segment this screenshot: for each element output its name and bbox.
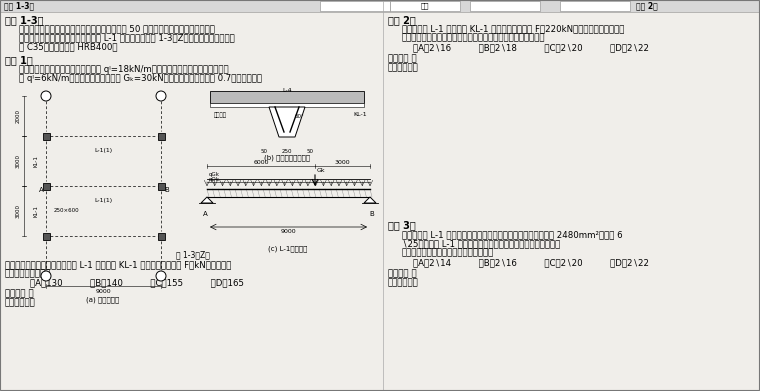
Bar (210, 103, 364, 107)
Text: L-1(1): L-1(1) (94, 198, 112, 203)
Bar (43, 233, 49, 240)
Bar (390, 1, 460, 11)
Text: 假定，次梁 L-1 传给主梁 KL-1 的集中荷载设计値 F＝220kN，且该集中荷载全部由: 假定，次梁 L-1 传给主梁 KL-1 的集中荷载设计値 F＝220kN，且该集… (402, 24, 625, 33)
Polygon shape (269, 107, 305, 137)
Text: （A）2∖14          （B）2∖16          （C）2∖20          （D）2∖22: （A）2∖14 （B）2∖16 （C）2∖20 （D）2∖22 (402, 258, 649, 267)
Text: 答案：（ ）: 答案：（ ） (5, 289, 33, 298)
Text: 50: 50 (306, 149, 313, 154)
Text: 主要解答过程: 主要解答过程 (388, 63, 419, 72)
Text: 3000: 3000 (334, 160, 350, 165)
Text: 图 1-3（Z）: 图 1-3（Z） (176, 250, 210, 259)
Circle shape (156, 271, 166, 281)
Text: 假定，次梁上的永久均布荷载标准値 qᵎ=18kN/m（包括自重），可变均布荷载标准: 假定，次梁上的永久均布荷载标准値 qᵎ=18kN/m（包括自重），可变均布荷载标… (19, 65, 229, 74)
Circle shape (41, 91, 51, 101)
Text: ∖25。试问， L-1 支座上部的纵向钉筋，至少应采用哪项配置？: ∖25。试问， L-1 支座上部的纵向钉筋，至少应采用哪项配置？ (402, 239, 560, 248)
Text: qQk: qQk (209, 177, 220, 182)
Text: 9000: 9000 (95, 289, 111, 294)
Text: 【题 1-3】: 【题 1-3】 (4, 2, 34, 11)
Text: 何项数値最为接近？: 何项数値最为接近？ (5, 269, 51, 278)
Bar (157, 133, 164, 140)
Text: 部平面图、主次梁节点示意图和次梁 L-1 的计算简图如图 1-3（Z）所示，混凝土强度等: 部平面图、主次梁节点示意图和次梁 L-1 的计算简图如图 1-3（Z）所示，混凝… (19, 33, 235, 42)
Bar (157, 183, 164, 190)
Text: 50: 50 (261, 149, 268, 154)
Text: 对应: 对应 (421, 3, 429, 9)
Text: 考虑楼面活载折减系数时，次梁 L-1 传给主梁 KL-1 的集中荷载设计値 F（kN），与下列: 考虑楼面活载折减系数时，次梁 L-1 传给主梁 KL-1 的集中荷载设计値 F（… (5, 260, 231, 269)
Text: 値 qᵎ=6kN/m，永久集中荷载标准値 Gₖ=30kN，可变荷载组合値系数 0.7。试问，当不: 値 qᵎ=6kN/m，永久集中荷载标准値 Gₖ=30kN，可变荷载组合値系数 0… (19, 74, 262, 83)
Bar (560, 1, 630, 11)
Text: 60°: 60° (295, 115, 305, 120)
Bar (43, 133, 49, 140)
Circle shape (41, 271, 51, 281)
Text: 【题 2】: 【题 2】 (636, 2, 657, 11)
Text: 某办公楼为现浇混凝土框架结构，设计使用年限 50 年，安全等级为二级。其二层局: 某办公楼为现浇混凝土框架结构，设计使用年限 50 年，安全等级为二级。其二层局 (19, 24, 215, 33)
Text: B: B (164, 187, 169, 193)
Text: 6000: 6000 (253, 160, 269, 165)
Text: 250: 250 (282, 149, 293, 154)
Text: 3000: 3000 (16, 204, 21, 218)
Bar (0, 0, 760, 12)
Text: (b) 主次梁节点示意图: (b) 主次梁节点示意图 (264, 154, 310, 161)
Text: KL-1: KL-1 (353, 113, 367, 118)
Text: 级 C35，钉筋均采用 HRB400。: 级 C35，钉筋均采用 HRB400。 (19, 42, 118, 51)
Bar (43, 183, 49, 190)
Text: 答案：（ ）: 答案：（ ） (388, 269, 416, 278)
Text: 【题 1-3】: 【题 1-3】 (5, 15, 43, 25)
Text: L-4: L-4 (282, 88, 292, 93)
Text: 主要解答过程: 主要解答过程 (5, 298, 36, 307)
Text: B: B (369, 211, 375, 217)
Text: 【题 2】: 【题 2】 (388, 15, 416, 25)
Text: 250×600: 250×600 (54, 208, 80, 213)
Polygon shape (364, 197, 376, 203)
Text: 【题 3】: 【题 3】 (388, 220, 416, 230)
Text: L-1(1): L-1(1) (94, 148, 112, 153)
Circle shape (156, 91, 166, 101)
Text: (c) L-1计算简图: (c) L-1计算简图 (268, 245, 308, 252)
Text: 9000: 9000 (280, 229, 296, 234)
Bar (320, 1, 390, 11)
Text: （A）130          （B）140          （C）155          （D）165: （A）130 （B）140 （C）155 （D）165 (19, 278, 244, 287)
Text: （A）2∖16          （B）2∖18          （C）2∖20          （D）2∖22: （A）2∖16 （B）2∖18 （C）2∖20 （D）2∖22 (402, 43, 649, 52)
Text: A: A (40, 187, 44, 193)
Text: 3000: 3000 (16, 154, 21, 168)
Text: 假定，次梁 L-1 跨中下部纵向受力钉筋按计算所需的截面面积为 2480mm²，实配 6: 假定，次梁 L-1 跨中下部纵向受力钉筋按计算所需的截面面积为 2480mm²，… (402, 230, 622, 239)
Text: KL-1: KL-1 (33, 205, 39, 217)
Text: 附加钢筋: 附加钢筋 (214, 112, 227, 118)
Text: 答案：（ ）: 答案：（ ） (388, 54, 416, 63)
Polygon shape (201, 197, 213, 203)
Text: 主要解答过程: 主要解答过程 (388, 278, 419, 287)
Text: (a) 局部平面图: (a) 局部平面图 (87, 296, 119, 303)
Bar (470, 1, 540, 11)
Text: KL-1: KL-1 (33, 155, 39, 167)
Text: Gk: Gk (317, 167, 325, 172)
Text: 提示：梁顶钉筋在主梁内满足锈固要求。: 提示：梁顶钉筋在主梁内满足锈固要求。 (402, 248, 494, 257)
Text: A: A (203, 211, 207, 217)
Text: 附加吸筋承担。试问，附加吸筋的配置选用下列何项最为合适？: 附加吸筋承担。试问，附加吸筋的配置选用下列何项最为合适？ (402, 33, 546, 42)
Bar (210, 91, 364, 103)
Text: qGk: qGk (209, 172, 220, 177)
Bar (157, 233, 164, 240)
Text: 2000: 2000 (16, 109, 21, 123)
Text: 【题 1】: 【题 1】 (5, 55, 33, 65)
